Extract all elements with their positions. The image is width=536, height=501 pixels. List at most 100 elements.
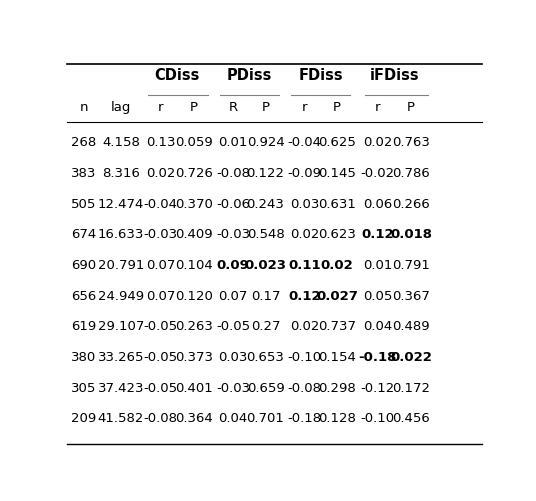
Text: 0.701: 0.701 (247, 412, 285, 425)
Text: 690: 690 (71, 259, 96, 272)
Text: -0.04: -0.04 (144, 198, 177, 211)
Text: 0.07: 0.07 (146, 259, 175, 272)
Text: 0.04: 0.04 (363, 321, 392, 334)
Text: 0.409: 0.409 (175, 228, 212, 241)
Text: 0.924: 0.924 (247, 136, 285, 149)
Text: iFDiss: iFDiss (369, 68, 419, 83)
Text: P: P (262, 101, 270, 114)
Text: -0.08: -0.08 (144, 412, 177, 425)
Text: P: P (190, 101, 198, 114)
Text: P: P (407, 101, 415, 114)
Text: 383: 383 (71, 167, 96, 180)
Text: 0.172: 0.172 (392, 382, 430, 395)
Text: 656: 656 (71, 290, 96, 303)
Text: 0.02: 0.02 (290, 321, 319, 334)
Text: 0.06: 0.06 (363, 198, 392, 211)
Text: -0.03: -0.03 (216, 228, 250, 241)
Text: 0.03: 0.03 (219, 351, 248, 364)
Text: 0.09: 0.09 (217, 259, 250, 272)
Text: 0.07: 0.07 (146, 290, 175, 303)
Text: R: R (228, 101, 238, 114)
Text: 0.022: 0.022 (390, 351, 432, 364)
Text: -0.02: -0.02 (361, 167, 395, 180)
Text: r: r (375, 101, 381, 114)
Text: -0.10: -0.10 (287, 351, 322, 364)
Text: 0.13: 0.13 (146, 136, 175, 149)
Text: 0.489: 0.489 (392, 321, 430, 334)
Text: 0.548: 0.548 (247, 228, 285, 241)
Text: 0.154: 0.154 (318, 351, 356, 364)
Text: 0.03: 0.03 (290, 198, 319, 211)
Text: 268: 268 (71, 136, 96, 149)
Text: 0.059: 0.059 (175, 136, 213, 149)
Text: 0.298: 0.298 (318, 382, 356, 395)
Text: 0.01: 0.01 (219, 136, 248, 149)
Text: 0.726: 0.726 (175, 167, 213, 180)
Text: r: r (302, 101, 307, 114)
Text: 380: 380 (71, 351, 96, 364)
Text: -0.05: -0.05 (144, 321, 177, 334)
Text: 0.263: 0.263 (175, 321, 213, 334)
Text: 0.786: 0.786 (392, 167, 430, 180)
Text: FDiss: FDiss (299, 68, 343, 83)
Text: 16.633: 16.633 (98, 228, 144, 241)
Text: 0.07: 0.07 (219, 290, 248, 303)
Text: 0.11: 0.11 (288, 259, 321, 272)
Text: 0.02: 0.02 (363, 136, 392, 149)
Text: 0.12: 0.12 (361, 228, 394, 241)
Text: -0.09: -0.09 (288, 167, 322, 180)
Text: -0.08: -0.08 (288, 382, 322, 395)
Text: -0.18: -0.18 (287, 412, 322, 425)
Text: lag: lag (111, 101, 131, 114)
Text: 0.12: 0.12 (288, 290, 321, 303)
Text: 0.763: 0.763 (392, 136, 430, 149)
Text: 0.122: 0.122 (247, 167, 285, 180)
Text: 0.05: 0.05 (363, 290, 392, 303)
Text: 619: 619 (71, 321, 96, 334)
Text: 505: 505 (71, 198, 96, 211)
Text: n: n (79, 101, 88, 114)
Text: -0.05: -0.05 (144, 351, 177, 364)
Text: -0.03: -0.03 (144, 228, 177, 241)
Text: r: r (158, 101, 163, 114)
Text: 0.17: 0.17 (251, 290, 280, 303)
Text: 0.02: 0.02 (146, 167, 175, 180)
Text: 0.04: 0.04 (219, 412, 248, 425)
Text: 0.367: 0.367 (392, 290, 430, 303)
Text: 0.01: 0.01 (363, 259, 392, 272)
Text: 0.653: 0.653 (247, 351, 285, 364)
Text: 305: 305 (71, 382, 96, 395)
Text: 674: 674 (71, 228, 96, 241)
Text: 0.623: 0.623 (318, 228, 356, 241)
Text: 8.316: 8.316 (102, 167, 140, 180)
Text: 4.158: 4.158 (102, 136, 140, 149)
Text: 0.018: 0.018 (390, 228, 432, 241)
Text: 0.659: 0.659 (247, 382, 285, 395)
Text: 0.364: 0.364 (175, 412, 213, 425)
Text: CDiss: CDiss (154, 68, 200, 83)
Text: 0.023: 0.023 (244, 259, 287, 272)
Text: 0.401: 0.401 (175, 382, 213, 395)
Text: 209: 209 (71, 412, 96, 425)
Text: P: P (333, 101, 341, 114)
Text: 0.02: 0.02 (321, 259, 353, 272)
Text: 37.423: 37.423 (98, 382, 144, 395)
Text: -0.06: -0.06 (216, 198, 250, 211)
Text: -0.05: -0.05 (216, 321, 250, 334)
Text: 29.107: 29.107 (98, 321, 144, 334)
Text: 0.27: 0.27 (251, 321, 280, 334)
Text: 0.456: 0.456 (392, 412, 430, 425)
Text: 0.027: 0.027 (316, 290, 358, 303)
Text: -0.12: -0.12 (361, 382, 395, 395)
Text: 41.582: 41.582 (98, 412, 144, 425)
Text: 0.266: 0.266 (392, 198, 430, 211)
Text: 0.791: 0.791 (392, 259, 430, 272)
Text: 33.265: 33.265 (98, 351, 144, 364)
Text: -0.10: -0.10 (361, 412, 395, 425)
Text: PDiss: PDiss (227, 68, 272, 83)
Text: 0.145: 0.145 (318, 167, 356, 180)
Text: -0.18: -0.18 (359, 351, 397, 364)
Text: 0.631: 0.631 (318, 198, 356, 211)
Text: -0.05: -0.05 (144, 382, 177, 395)
Text: -0.08: -0.08 (216, 167, 250, 180)
